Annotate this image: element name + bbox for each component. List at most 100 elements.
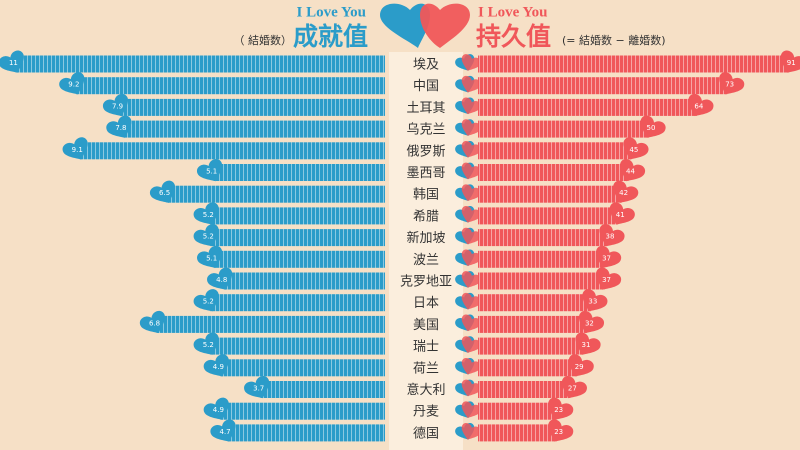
bar	[119, 98, 385, 116]
category-label: 克罗地亚	[400, 275, 452, 290]
bar	[227, 424, 385, 442]
left-note: （ 結婚数）	[234, 33, 293, 47]
heart	[561, 375, 587, 399]
category-label: 土耳其	[406, 101, 445, 116]
bar	[122, 120, 386, 138]
heart	[461, 97, 481, 115]
bar	[210, 337, 385, 355]
heart	[461, 357, 481, 375]
heart	[640, 115, 666, 138]
bar	[79, 142, 386, 160]
heart	[613, 180, 639, 203]
heart	[599, 224, 625, 247]
value-label: 38	[605, 233, 614, 241]
heart	[461, 119, 481, 136]
left-tagline: I Love You	[297, 4, 366, 20]
heart	[461, 227, 481, 245]
value-label: 9.2	[68, 81, 79, 89]
heart	[461, 292, 481, 310]
heart	[461, 249, 481, 267]
heart	[461, 162, 481, 180]
heart	[461, 140, 481, 158]
value-label: 4.7	[220, 428, 231, 436]
category-label: 意大利	[406, 382, 445, 398]
value-label: 5.2	[203, 211, 214, 219]
bar	[223, 272, 385, 290]
value-label: 9.1	[72, 146, 83, 154]
bar	[478, 55, 790, 73]
heart	[193, 202, 219, 225]
heart	[193, 332, 219, 355]
bar	[478, 294, 591, 312]
bar	[478, 142, 632, 160]
value-label: 91	[787, 59, 796, 67]
heart	[461, 184, 481, 201]
category-label: 波兰	[413, 253, 439, 268]
value-label: 4.8	[216, 276, 227, 284]
category-label: 美国	[413, 318, 439, 333]
bar	[478, 185, 622, 203]
value-label: 41	[616, 211, 625, 219]
bar	[210, 207, 385, 225]
value-label: 50	[647, 124, 656, 132]
heart	[244, 375, 270, 399]
category-label: 韩国	[413, 188, 439, 203]
value-label: 11	[9, 59, 18, 67]
heart	[461, 54, 481, 71]
bar	[213, 164, 385, 181]
heart	[197, 245, 223, 269]
value-label: 42	[619, 189, 628, 197]
category-label: 日本	[413, 296, 439, 311]
bar	[478, 359, 578, 377]
center-hearts	[380, 3, 470, 49]
value-label: 7.9	[112, 102, 123, 110]
bar	[478, 164, 629, 181]
value-label: 37	[602, 276, 611, 284]
category-label: 乌克兰	[406, 122, 445, 138]
heart	[461, 379, 481, 397]
bar	[213, 250, 385, 268]
heart	[719, 72, 745, 95]
category-label: 瑞士	[413, 340, 439, 355]
heart	[149, 180, 176, 203]
heart	[582, 289, 608, 312]
bar	[478, 120, 649, 138]
bar	[478, 315, 588, 333]
right-title: 持久值	[476, 22, 551, 51]
category-label: 德国	[413, 426, 439, 441]
value-label: 45	[629, 146, 638, 154]
bar	[156, 315, 385, 333]
heart	[568, 354, 594, 377]
left-title: 成就值	[293, 22, 368, 51]
value-label: 64	[694, 102, 703, 110]
bar	[260, 381, 385, 398]
category-label: 墨西哥	[406, 166, 445, 181]
category-label: 荷兰	[413, 361, 439, 376]
value-label: 6.5	[159, 189, 170, 197]
value-label: 5.2	[203, 341, 214, 349]
value-label: 29	[575, 363, 584, 371]
bar	[478, 77, 728, 95]
bar	[75, 77, 385, 95]
heart	[59, 72, 85, 95]
heart	[139, 310, 165, 334]
value-label: 5.1	[206, 254, 217, 262]
bar	[478, 207, 619, 225]
bar	[478, 250, 605, 268]
bar	[478, 402, 557, 420]
bar	[210, 294, 385, 312]
heart	[575, 332, 601, 355]
heart	[623, 137, 649, 160]
heart	[193, 289, 219, 312]
bar	[478, 229, 608, 247]
bar	[478, 98, 697, 116]
heart	[609, 202, 635, 225]
value-label: 6.8	[149, 319, 160, 327]
heart	[0, 50, 24, 73]
heart	[461, 336, 481, 353]
heart	[210, 419, 236, 442]
heart	[461, 423, 481, 440]
heart	[197, 158, 223, 182]
category-label: 埃及	[413, 58, 439, 73]
value-label: 7.8	[115, 124, 126, 132]
